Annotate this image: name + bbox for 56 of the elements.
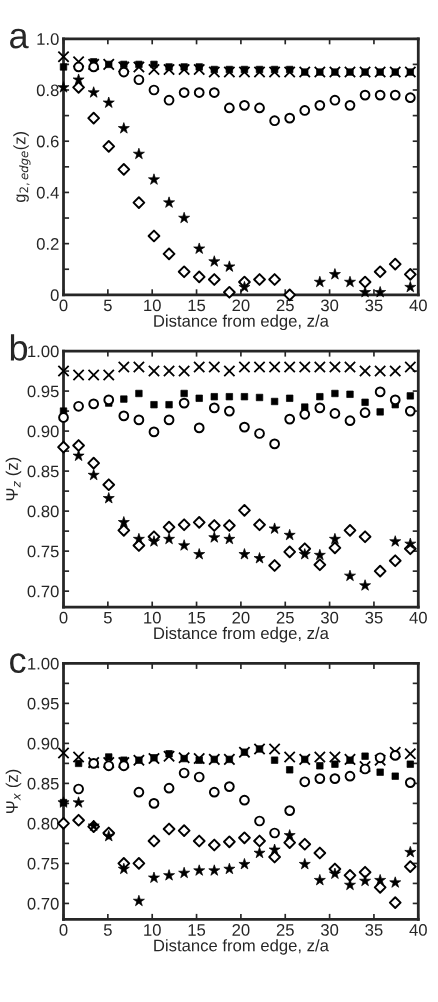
x-tick-label: 20 <box>232 924 250 936</box>
x-tick-label: 35 <box>365 611 383 624</box>
y-axis-title: Ψ$_{z}$ (z) <box>5 457 22 501</box>
x-tick-label: 25 <box>276 924 294 936</box>
x-tick-label: 15 <box>188 924 206 936</box>
y-tick-label: 0.75 <box>27 545 59 558</box>
y-tick-label: 0.95 <box>27 697 59 710</box>
y-tick-label: 1.00 <box>28 345 59 358</box>
y-tick-label: 0.80 <box>27 817 59 830</box>
x-tick-label: 35 <box>365 924 383 936</box>
x-tick-label: 5 <box>103 299 112 312</box>
x-tick-label: 25 <box>276 611 294 624</box>
x-tick-label: 10 <box>144 611 161 624</box>
x-tick-label: 40 <box>409 611 427 624</box>
x-tick-label: 30 <box>320 299 339 312</box>
y-tick-label: 0 <box>50 289 59 302</box>
x-tick-label: 15 <box>188 611 206 624</box>
x-tick-label: 20 <box>232 611 250 624</box>
x-tick-label: 15 <box>188 299 206 312</box>
y-tick-label: 0.80 <box>27 505 59 518</box>
x-tick-label: 20 <box>232 299 250 312</box>
x-tick-label: 30 <box>320 924 339 936</box>
y-tick-label: 0.85 <box>27 465 59 478</box>
x-axis-title: Distance from edge, z/a <box>154 626 329 643</box>
chart-title: a <box>10 28 29 49</box>
y-tick-label: 0.2 <box>36 238 59 250</box>
y-tick-label: 0.75 <box>27 857 59 870</box>
x-axis-title: Distance from edge, z/a <box>154 939 329 955</box>
x-tick-label: 0 <box>59 924 68 936</box>
y-tick-label: 0.4 <box>36 186 59 199</box>
y-tick-label: 0.70 <box>27 897 59 910</box>
y-tick-label: 1.00 <box>28 657 59 670</box>
x-tick-label: 40 <box>409 299 427 312</box>
x-tick-label: 5 <box>103 611 112 624</box>
y-tick-label: 0.90 <box>27 425 59 438</box>
y-tick-label: 0.85 <box>27 777 59 790</box>
x-tick-label: 40 <box>409 924 427 936</box>
y-tick-label: 0.6 <box>36 135 59 148</box>
x-tick-label: 10 <box>144 924 161 936</box>
y-axis-title: g$_{2,edge}$(z) <box>13 131 31 203</box>
x-tick-label: 25 <box>276 299 294 312</box>
x-tick-label: 0 <box>59 299 68 312</box>
x-axis-title: Distance from edge, z/a <box>154 314 329 331</box>
x-tick-label: 0 <box>59 611 68 624</box>
y-tick-label: 0.70 <box>27 585 59 598</box>
y-tick-label: 0.90 <box>27 737 59 750</box>
x-tick-label: 30 <box>320 611 339 624</box>
x-tick-label: 10 <box>144 299 161 312</box>
chart-title: b <box>10 334 28 361</box>
x-tick-label: 35 <box>365 299 383 312</box>
y-axis-title: Ψ$_{x}$ (z) <box>5 769 22 814</box>
chart-title: c <box>10 653 26 674</box>
y-tick-label: 1.0 <box>37 33 59 45</box>
x-tick-label: 5 <box>103 924 112 936</box>
y-tick-label: 0.8 <box>36 84 59 97</box>
y-tick-label: 0.95 <box>27 385 59 398</box>
